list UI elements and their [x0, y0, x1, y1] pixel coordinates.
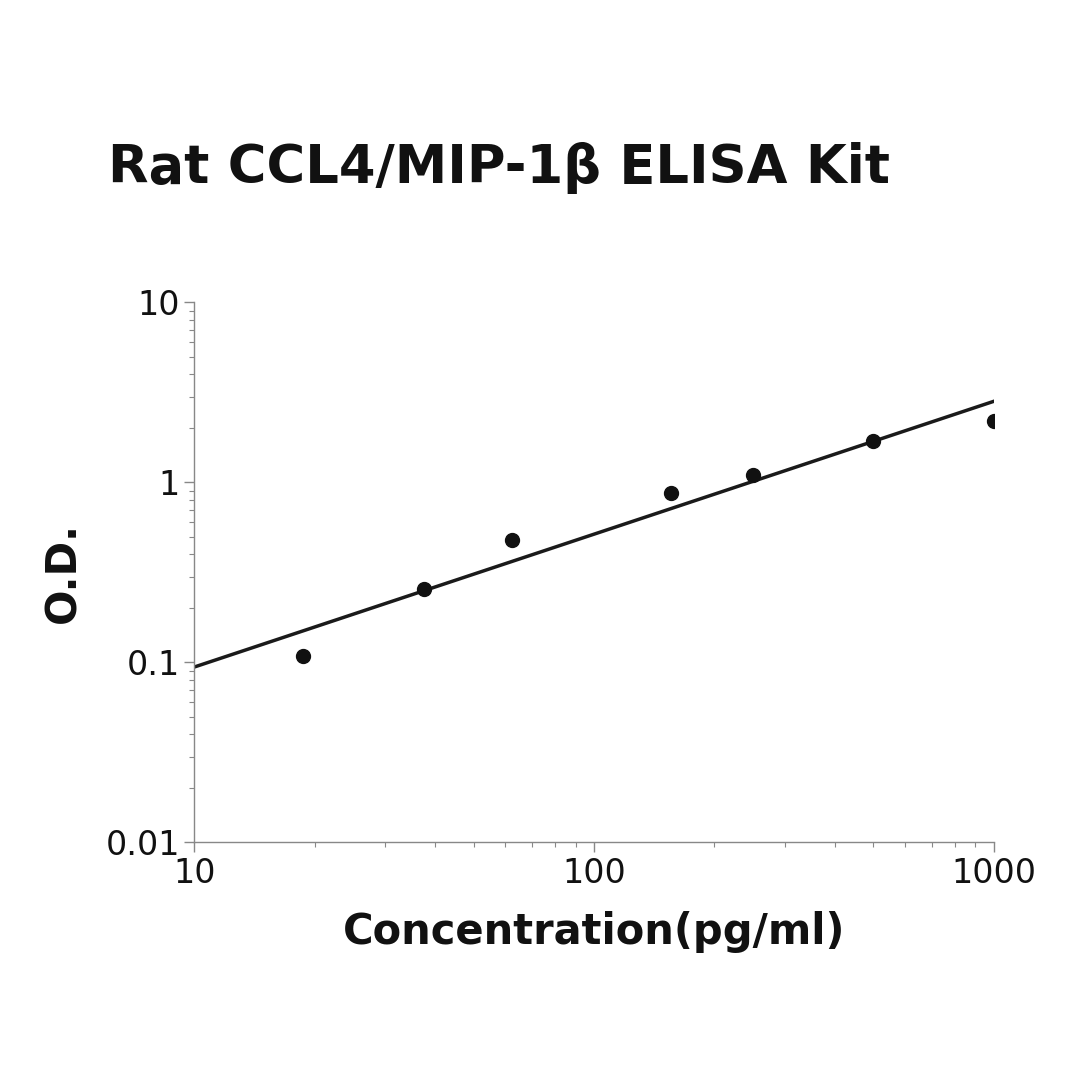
- Point: [744, 467, 761, 484]
- Point: [865, 432, 882, 449]
- Point: [415, 581, 432, 598]
- Point: [985, 413, 1002, 430]
- Point: [663, 485, 680, 502]
- Text: Rat CCL4/MIP-1β ELISA Kit: Rat CCL4/MIP-1β ELISA Kit: [108, 143, 890, 194]
- Y-axis label: O.D.: O.D.: [42, 522, 84, 623]
- Point: [503, 531, 521, 549]
- Point: [295, 648, 312, 665]
- X-axis label: Concentration(pg/ml): Concentration(pg/ml): [342, 910, 846, 953]
